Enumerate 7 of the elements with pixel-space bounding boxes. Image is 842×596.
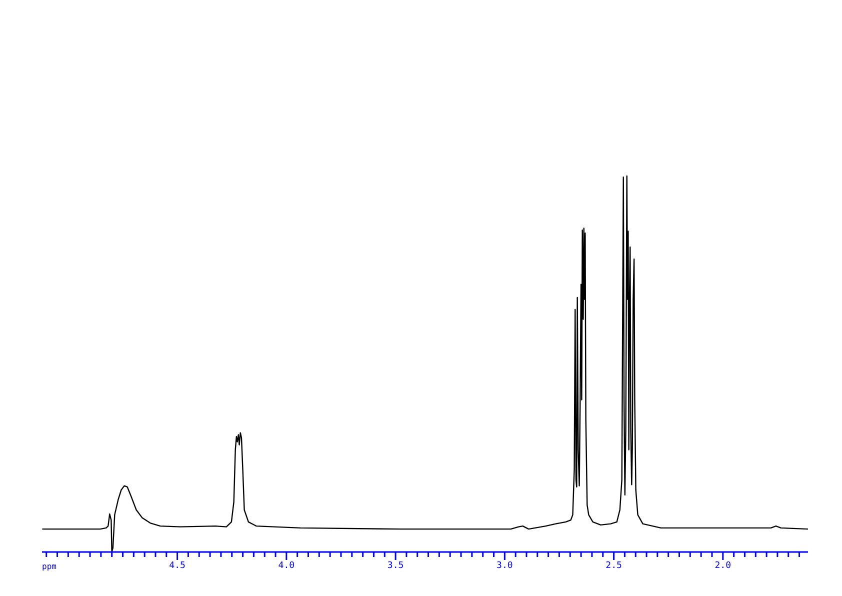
- x-tick-label: 4.5: [169, 561, 186, 572]
- x-tick-label: 2.5: [606, 561, 622, 572]
- x-tick-label: 2.0: [714, 561, 732, 572]
- x-axis-title: ppm: [42, 562, 57, 571]
- x-tick-label: 3.0: [496, 561, 513, 572]
- x-tick-label: 3.5: [387, 561, 404, 572]
- x-tick-label: 4.0: [278, 561, 295, 572]
